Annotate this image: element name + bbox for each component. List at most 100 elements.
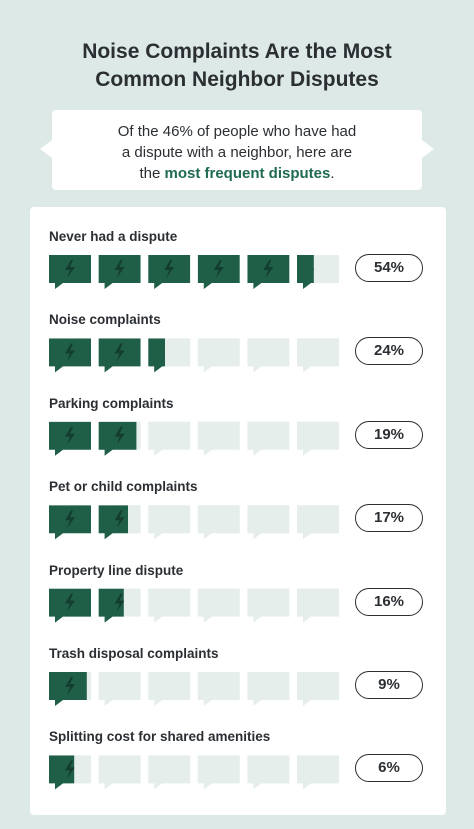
lightning-icon	[65, 760, 75, 779]
bar-mark	[247, 255, 290, 289]
title-line-2: Common Neighbor Disputes	[95, 68, 379, 91]
callout-highlight: most frequent disputes	[164, 165, 331, 182]
icon-empty	[197, 588, 240, 623]
bar-mark	[98, 255, 141, 289]
bar-mark	[49, 505, 91, 540]
bar-row	[49, 672, 339, 706]
title-line-1: Noise Complaints Are the Most	[82, 40, 392, 63]
lightning-icon	[164, 352, 165, 354]
category-label: Splitting cost for shared amenities	[49, 729, 271, 745]
category-label: Trash disposal complaints	[49, 646, 219, 661]
icon-filled	[98, 421, 137, 456]
icon-empty	[148, 755, 191, 790]
callout-line-3-prefix: the	[139, 165, 165, 182]
callout-line-2: a dispute with a neighbor, here are	[121, 144, 353, 161]
lightning-icon	[164, 260, 175, 278]
lightning-icon	[65, 677, 75, 695]
value-label: 17%	[355, 504, 423, 533]
bar-mark	[49, 672, 87, 706]
bar-row	[49, 505, 339, 540]
bar-row	[49, 421, 339, 456]
bar-row	[49, 588, 339, 623]
icon-empty	[247, 505, 290, 540]
bar-row	[49, 755, 339, 790]
chart-title: Noise Complaints Are the Most Common Nei…	[0, 38, 474, 94]
lightning-icon	[114, 426, 125, 445]
icon-empty	[98, 672, 141, 706]
icon-filled	[98, 588, 124, 623]
lightning-icon	[114, 260, 125, 278]
lightning-icon	[65, 260, 75, 278]
category-label: Property line dispute	[49, 562, 184, 578]
icon-empty	[197, 421, 240, 456]
lightning-icon	[65, 343, 75, 362]
icon-empty	[247, 755, 290, 790]
lightning-icon	[263, 260, 274, 278]
icon-empty	[247, 588, 290, 623]
callout-line-3: the most frequent disputes.	[52, 163, 422, 184]
callout-line-3-suffix: .	[330, 165, 335, 182]
icon-empty	[197, 672, 240, 706]
bar-mark	[197, 255, 240, 289]
icon-empty	[297, 421, 339, 456]
bar-row	[49, 338, 339, 373]
icon-empty	[148, 421, 191, 456]
bar-mark	[49, 421, 91, 456]
lightning-icon	[65, 510, 75, 529]
category-label: Pet or child complaints	[49, 479, 198, 495]
bar-mark	[98, 421, 137, 456]
value-label: 6%	[355, 754, 423, 783]
bar-mark	[98, 505, 128, 540]
callout-tail-left	[40, 140, 52, 158]
lightning-icon	[313, 268, 314, 270]
bar-mark	[49, 338, 91, 373]
icon-empty	[197, 505, 240, 540]
bar-mark	[49, 755, 75, 790]
icon-filled	[297, 255, 314, 289]
lightning-icon	[114, 593, 124, 612]
subtitle-callout: Of the 46% of people who have had a disp…	[40, 110, 434, 190]
icon-empty	[148, 505, 191, 540]
category-label: Never had a dispute	[49, 229, 178, 244]
bar-mark	[98, 588, 124, 623]
icon-empty	[197, 755, 240, 790]
lightning-icon	[114, 510, 125, 529]
icon-empty	[148, 672, 191, 706]
value-label: 19%	[355, 420, 423, 449]
bar-mark	[148, 338, 165, 373]
icon-filled	[49, 755, 75, 790]
value-label: 9%	[355, 671, 423, 699]
icon-empty	[247, 338, 290, 373]
icon-empty	[297, 755, 339, 790]
lightning-icon	[65, 426, 75, 445]
bar-row	[49, 255, 339, 289]
icon-empty	[247, 421, 290, 456]
icon-empty	[148, 588, 191, 623]
bar-mark	[49, 255, 91, 289]
bar-mark	[49, 588, 91, 623]
callout-text: Of the 46% of people who have had a disp…	[52, 121, 422, 184]
callout-line-1: Of the 46% of people who have had	[117, 123, 357, 140]
value-label: 54%	[355, 254, 423, 282]
icon-empty	[297, 672, 339, 706]
bar-mark	[297, 255, 314, 289]
icon-empty	[297, 505, 339, 540]
lightning-icon	[114, 343, 125, 362]
category-label: Parking complaints	[49, 395, 174, 411]
lightning-icon	[65, 593, 75, 612]
callout-tail-right	[422, 140, 434, 158]
icon-empty	[247, 672, 290, 706]
icon-empty	[197, 338, 240, 373]
category-label: Noise complaints	[49, 312, 161, 328]
bar-mark	[148, 255, 191, 289]
value-label: 16%	[355, 587, 423, 616]
lightning-icon	[213, 260, 224, 278]
icon-empty	[297, 338, 339, 373]
bar-mark	[98, 338, 141, 373]
icon-filled	[148, 338, 165, 373]
icon-empty	[98, 755, 141, 790]
icon-filled	[49, 672, 87, 706]
value-label: 24%	[355, 337, 423, 366]
icon-empty	[297, 588, 339, 623]
